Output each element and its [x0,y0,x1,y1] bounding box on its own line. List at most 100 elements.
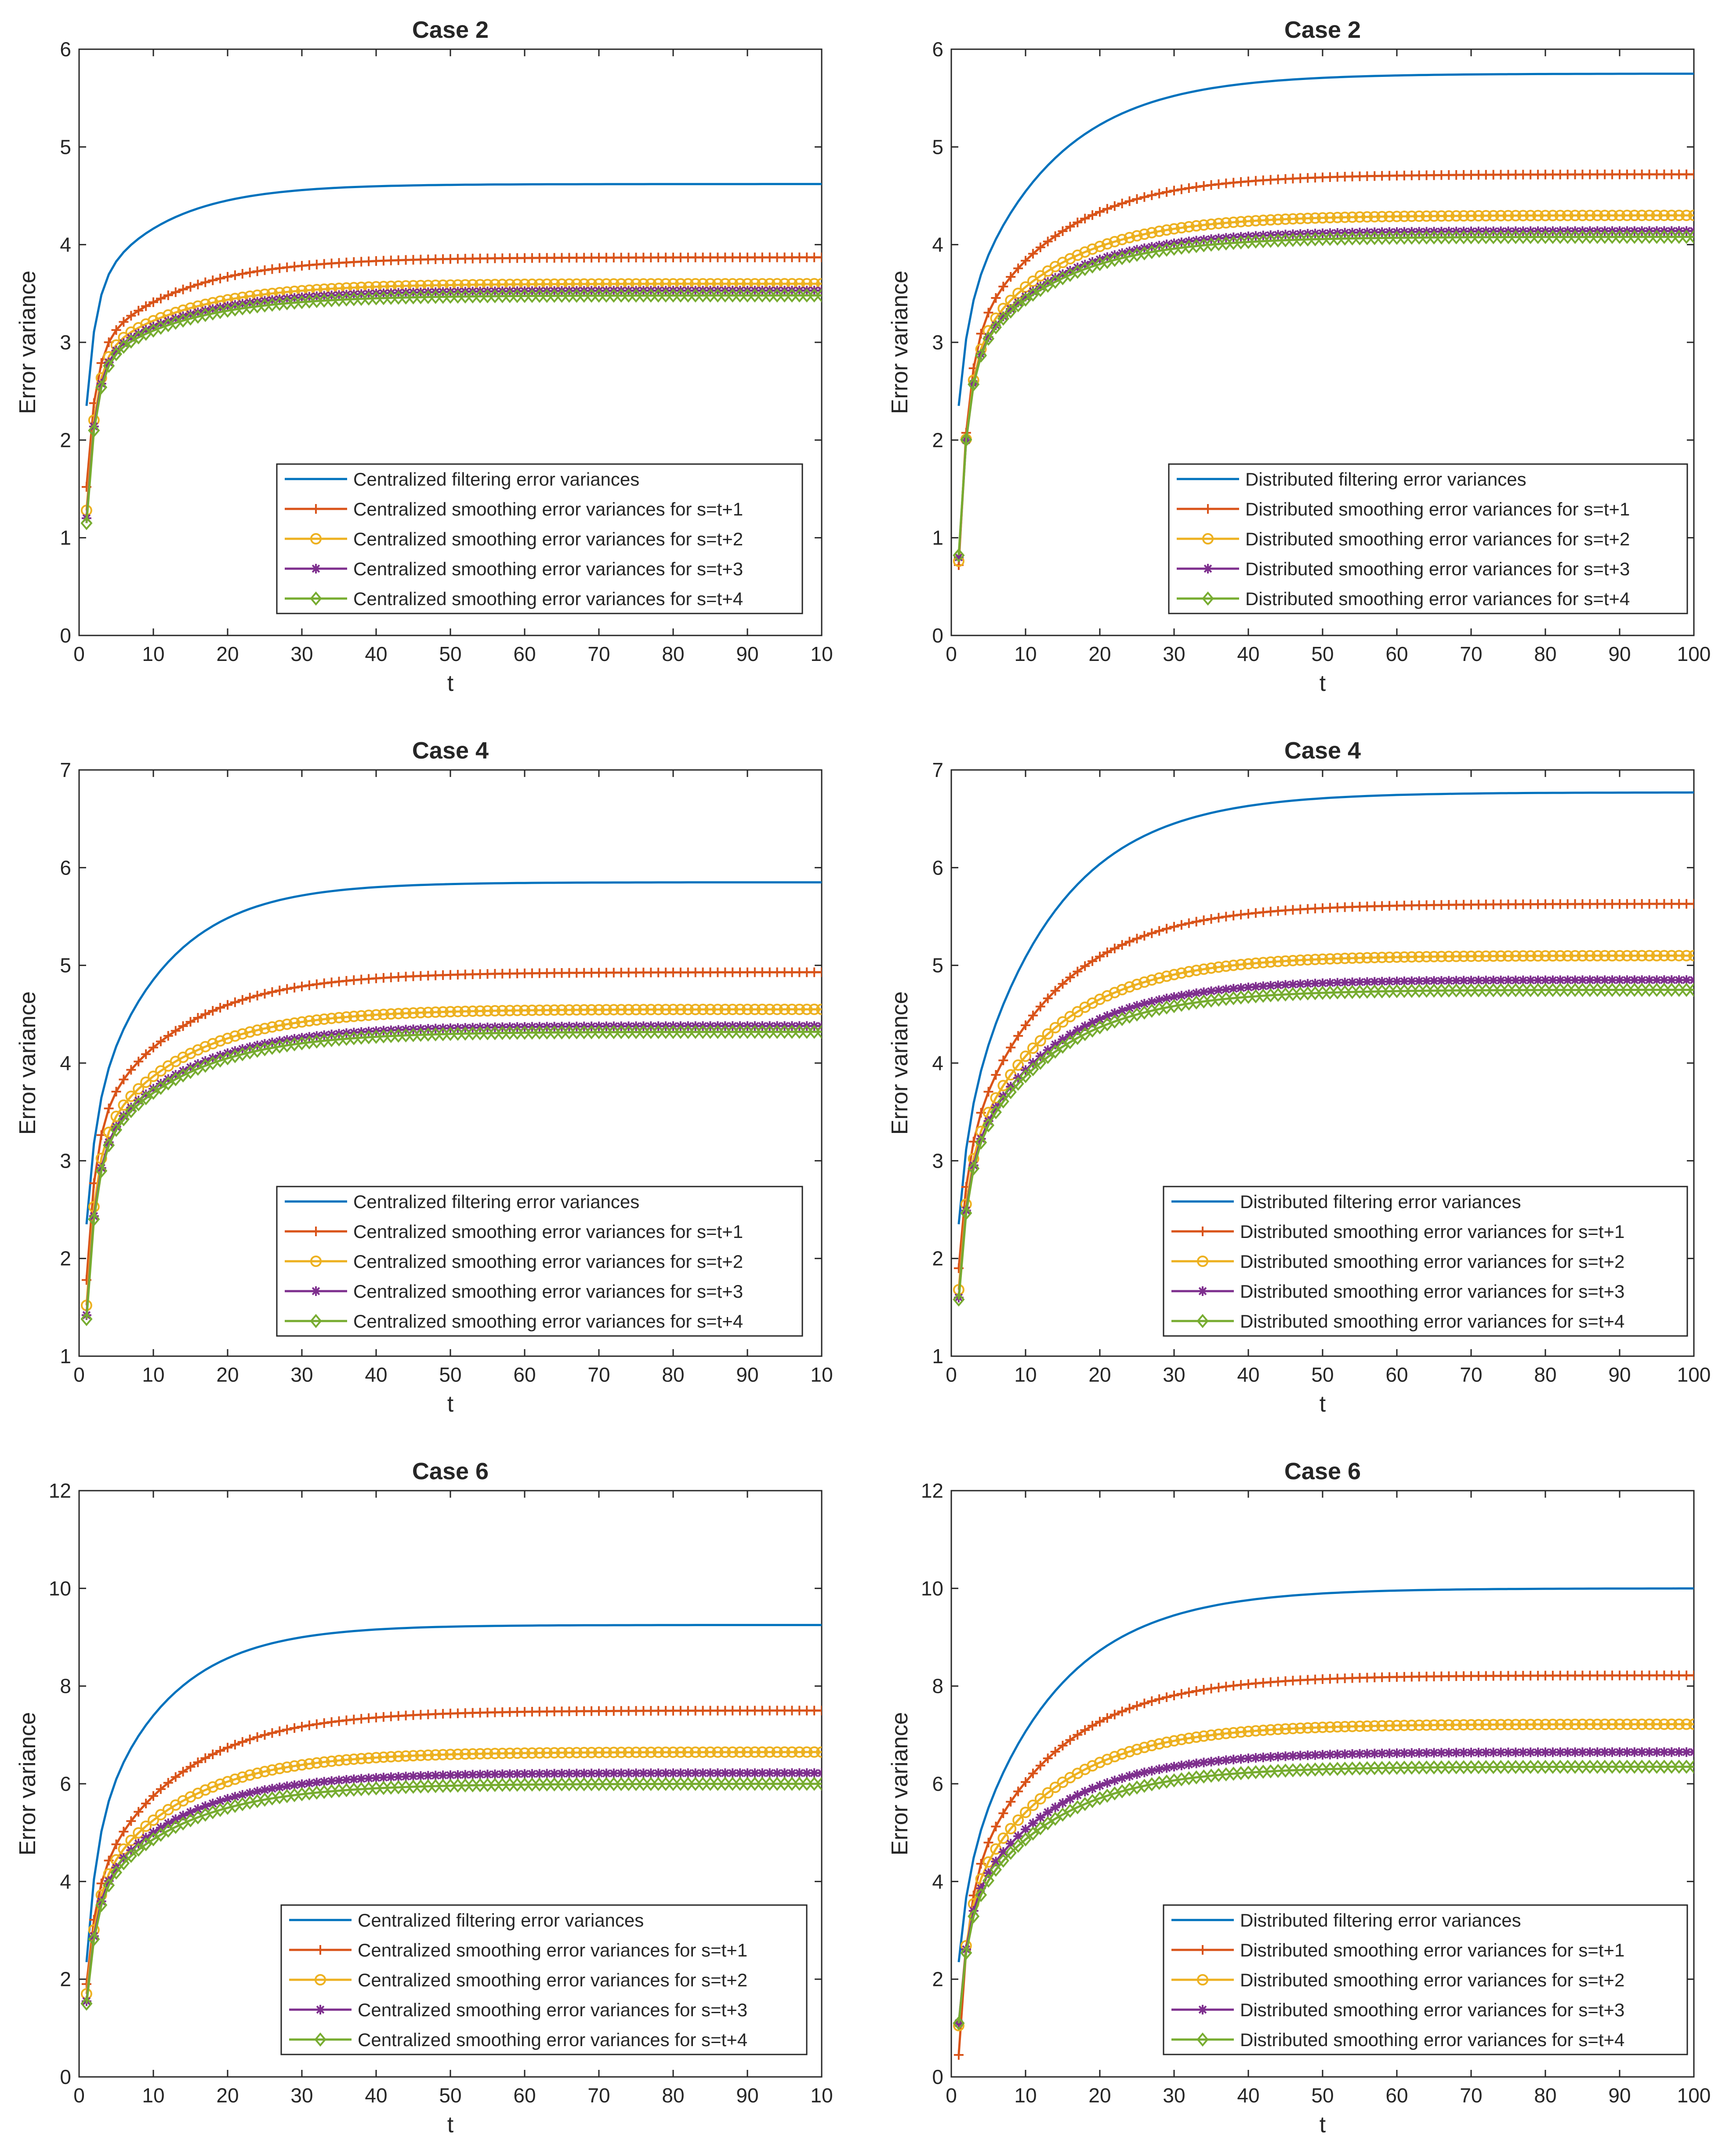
data-point-marker [149,297,158,307]
data-point-marker [1667,975,1677,985]
data-point-marker [1199,1685,1209,1695]
data-point-marker [1444,976,1454,986]
data-point-marker [267,1728,277,1738]
data-point-marker [1221,984,1231,995]
data-point-marker [1280,1723,1291,1735]
legend: Centralized filtering error variances Cen… [276,463,803,614]
data-point-marker [311,1014,323,1026]
legend-marker-sample [311,504,321,514]
data-point-marker [134,1096,144,1106]
x-tick-label: 50 [1311,2084,1334,2107]
data-point-marker [326,1013,337,1024]
data-point-marker [408,1771,418,1781]
data-point-marker [430,1006,442,1018]
data-point-marker [1599,950,1611,962]
data-point-marker [1035,281,1045,291]
legend-entry-label: Centralized smoothing error variances fo… [353,559,743,579]
data-point-marker [1518,1747,1528,1757]
data-point-marker [764,1746,776,1758]
data-point-marker [1191,988,1201,998]
data-point-marker [467,1005,479,1017]
data-point-marker [645,1004,657,1016]
data-point-marker [1095,1781,1105,1791]
data-point-marker [1058,1798,1068,1808]
data-point-marker [1377,1748,1387,1758]
data-point-marker [1629,1747,1639,1757]
legend-box [280,1904,808,2055]
data-point-marker [1391,1720,1403,1731]
data-point-marker [289,1017,301,1029]
y-axis-label: Error variance [15,991,40,1135]
data-point-marker [1154,1694,1164,1704]
data-point-marker [682,1004,694,1016]
data-point-marker [953,2018,964,2028]
x-tick-label: 10 [142,1363,164,1386]
data-point-marker [564,1768,574,1779]
data-point-marker [1466,1747,1476,1757]
data-point-marker [1058,1034,1068,1045]
data-point-marker [1614,210,1625,221]
data-point-marker [661,1768,671,1778]
data-point-marker [1049,1811,1062,1826]
data-point-marker [1280,980,1291,990]
data-point-marker [1628,1718,1640,1730]
data-point-marker [1473,976,1483,986]
data-point-marker [557,1768,567,1779]
y-tick-label: 5 [932,954,943,977]
data-point-marker [1161,224,1173,236]
data-point-marker [319,1718,329,1728]
data-point-marker [1399,976,1409,986]
data-point-marker [1294,213,1306,225]
data-point-marker [1622,1747,1632,1757]
x-axis-label: t [1320,1391,1326,1417]
data-point-marker [1385,976,1395,987]
data-point-marker [1117,1706,1127,1717]
data-point-marker [983,1837,993,1847]
data-point-marker [1139,192,1149,202]
data-point-marker [1354,952,1366,964]
data-point-marker [222,1776,233,1788]
data-point-marker [1257,1724,1269,1736]
data-point-marker [1339,952,1351,964]
x-tick-label: 70 [587,2084,610,2107]
data-point-marker [1526,1747,1536,1757]
data-point-marker [178,1811,188,1821]
data-point-marker [377,1751,389,1763]
data-point-marker [104,1876,114,1886]
legend-entry-label: Distributed smoothing error variances fo… [1240,1970,1624,1990]
data-point-marker [1667,1747,1677,1757]
data-point-marker [1436,1719,1447,1731]
data-point-marker [1554,950,1566,962]
data-point-marker [1147,997,1157,1007]
data-point-marker [1042,1787,1054,1799]
data-point-marker [1191,182,1201,192]
data-point-marker [1606,1718,1618,1730]
data-point-marker [1606,210,1618,221]
data-point-marker [260,1785,270,1795]
data-point-marker [1287,1723,1299,1735]
data-point-marker [982,331,995,346]
data-point-marker [771,1746,783,1758]
data-point-marker [1206,1684,1216,1694]
x-tick-label: 80 [1534,642,1556,665]
data-point-marker [593,1004,605,1016]
data-point-marker [526,1004,538,1016]
data-point-marker [572,1768,582,1779]
data-point-marker [126,1065,136,1075]
data-point-marker [1154,995,1164,1005]
data-point-marker [816,1746,822,1758]
data-point-marker [1651,1718,1663,1730]
x-tick-label: 30 [1163,1363,1185,1386]
data-point-marker [1050,273,1060,283]
data-point-marker [1139,1699,1149,1709]
data-point-marker [392,1750,404,1762]
data-point-marker [110,347,123,361]
data-point-marker [1636,950,1648,962]
data-point-marker [1235,216,1247,228]
data-point-marker [1331,1721,1343,1733]
legend-entry-label: Centralized smoothing error variances fo… [353,1221,743,1242]
chart-title: Case 4 [412,737,489,764]
data-point-marker [1169,1691,1179,1701]
data-point-marker [1228,216,1240,228]
